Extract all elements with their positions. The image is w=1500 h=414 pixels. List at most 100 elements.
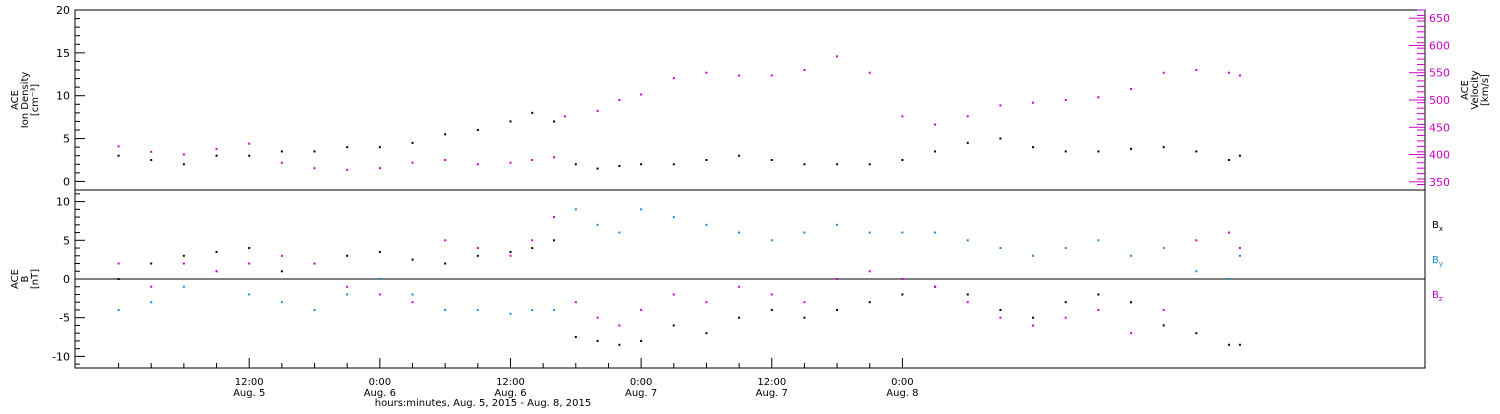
data-point — [1032, 324, 1035, 327]
data-point — [1195, 69, 1198, 71]
x-tick-date: Aug. 8 — [886, 388, 918, 399]
data-point — [1097, 150, 1100, 153]
y2-axis-label-line: ACE — [1460, 80, 1471, 100]
data-point — [411, 301, 414, 304]
data-point — [215, 154, 218, 157]
data-point — [280, 161, 283, 164]
y-axis-label-line: ACE — [10, 90, 21, 110]
data-point — [770, 239, 773, 242]
y-axis-label-line: [cm⁻³] — [30, 84, 41, 116]
data-point — [378, 167, 381, 170]
data-point — [182, 153, 185, 156]
data-point — [672, 324, 675, 327]
data-point — [476, 163, 479, 166]
y2-axis-label-line: Velocity — [1470, 70, 1481, 109]
data-point — [1130, 301, 1133, 304]
data-point — [705, 223, 708, 226]
data-point — [618, 99, 621, 101]
data-point — [280, 150, 283, 153]
data-point — [411, 293, 414, 296]
data-point — [1162, 247, 1165, 250]
data-point — [248, 262, 251, 265]
data-point — [836, 223, 839, 226]
data-point — [705, 301, 708, 304]
data-point — [574, 336, 577, 339]
data-point — [1064, 150, 1067, 153]
data-point — [1130, 332, 1133, 335]
y2-tick-label: 350 — [1429, 176, 1450, 189]
data-point — [346, 293, 349, 296]
data-point — [117, 308, 120, 311]
data-point — [248, 293, 251, 296]
data-point — [509, 312, 512, 315]
data-point — [248, 142, 251, 145]
y-tick-label: 10 — [56, 196, 70, 209]
x-tick-time: 0:00 — [630, 377, 652, 388]
y-tick-label: 5 — [63, 133, 70, 146]
data-point — [640, 93, 643, 96]
data-point — [803, 163, 806, 166]
data-point — [553, 239, 556, 242]
data-point — [901, 231, 904, 234]
data-point — [411, 141, 414, 144]
data-point — [934, 150, 937, 153]
data-point — [1162, 324, 1165, 327]
data-point — [596, 223, 599, 226]
data-point — [215, 148, 218, 151]
data-point — [596, 109, 599, 112]
data-point — [868, 71, 871, 74]
data-point — [1064, 247, 1067, 250]
data-point — [1228, 343, 1231, 346]
data-point — [346, 254, 349, 257]
data-point — [1097, 96, 1100, 99]
data-point — [1195, 239, 1198, 242]
x-tick-time: 12:00 — [496, 377, 525, 388]
data-point — [1032, 316, 1035, 319]
data-point — [182, 262, 185, 265]
x-axis-label: hours:minutes, Aug. 5, 2015 - Aug. 8, 20… — [375, 398, 591, 409]
data-point — [1162, 308, 1165, 311]
y-tick-label: 10 — [56, 90, 70, 103]
data-point — [672, 293, 675, 296]
series-p0s0 — [117, 111, 1241, 170]
data-point — [836, 278, 839, 280]
data-point — [574, 208, 577, 211]
legend-entry: Bx — [1432, 220, 1443, 233]
data-point — [803, 316, 806, 319]
data-point — [901, 115, 904, 118]
data-point — [836, 55, 839, 58]
data-point — [117, 145, 120, 148]
data-point — [280, 301, 283, 304]
data-point — [1097, 293, 1100, 296]
data-point — [672, 77, 675, 80]
data-point — [999, 137, 1002, 140]
data-point — [444, 262, 447, 265]
data-point — [770, 293, 773, 296]
data-point — [553, 216, 556, 219]
data-point — [378, 250, 381, 253]
data-point — [672, 163, 675, 166]
data-point — [640, 308, 643, 311]
data-point — [1238, 254, 1241, 257]
data-point — [803, 301, 806, 304]
x-tick-date: Aug. 7 — [756, 388, 788, 399]
data-point — [1228, 159, 1231, 161]
data-point — [640, 163, 643, 166]
data-point — [1228, 278, 1231, 280]
data-point — [280, 254, 283, 257]
data-point — [901, 159, 904, 161]
data-point — [150, 262, 153, 265]
y-tick-label: 0 — [63, 273, 70, 286]
data-point — [770, 74, 773, 77]
data-point — [476, 129, 479, 131]
data-point — [1130, 88, 1133, 91]
data-point — [999, 247, 1002, 250]
data-point — [738, 74, 741, 77]
data-point — [1064, 99, 1067, 101]
data-point — [618, 165, 621, 167]
y2-tick-label: 650 — [1429, 12, 1450, 25]
data-point — [574, 163, 577, 166]
data-point — [618, 231, 621, 234]
